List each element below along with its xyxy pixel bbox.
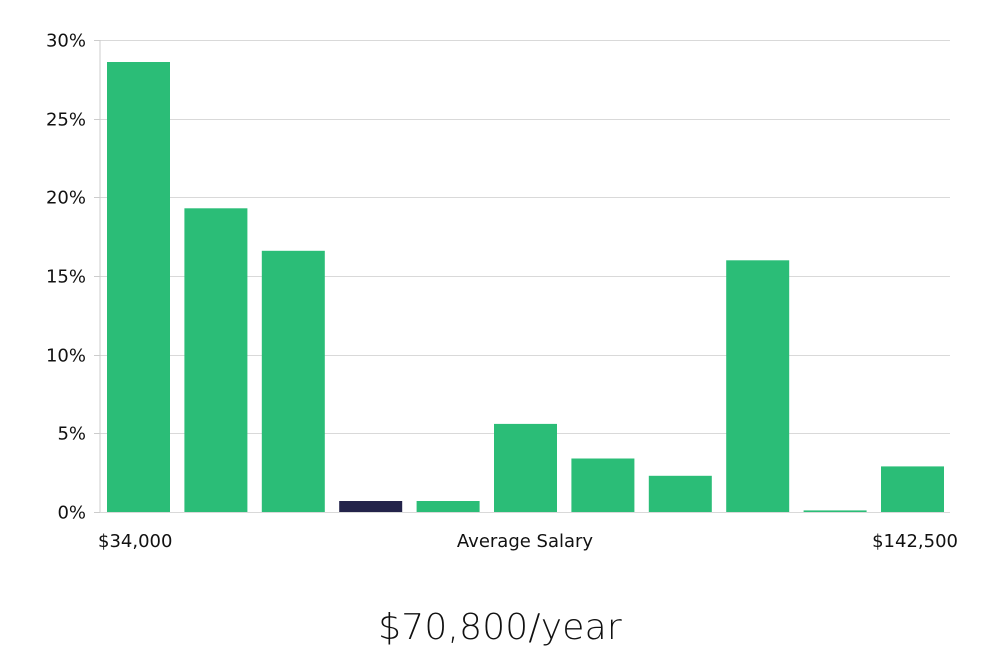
bar[interactable] <box>107 62 170 512</box>
x-max-label: $142,500 <box>872 531 958 552</box>
y-tick-label: 15% <box>46 267 86 288</box>
y-tick-label: 5% <box>57 424 86 445</box>
bar[interactable] <box>881 466 944 512</box>
bar[interactable] <box>261 250 325 513</box>
y-tick-label: 25% <box>46 110 86 131</box>
y-tick-label: 30% <box>46 31 86 52</box>
bar[interactable] <box>494 423 557 512</box>
bar[interactable] <box>648 475 712 512</box>
bar[interactable] <box>184 208 248 513</box>
x-axis: $34,000 Average Salary $142,500 <box>98 531 958 552</box>
x-min-label: $34,000 <box>98 531 172 552</box>
y-tick-label: 10% <box>46 346 86 367</box>
y-tick-label: 0% <box>57 503 86 524</box>
bar[interactable] <box>416 501 480 512</box>
bar[interactable] <box>726 260 790 512</box>
x-axis-title: Average Salary <box>457 531 594 552</box>
bar[interactable] <box>803 510 867 512</box>
bars <box>107 62 944 513</box>
bar[interactable] <box>571 458 635 513</box>
bar-highlighted[interactable] <box>339 501 403 512</box>
y-tick-label: 20% <box>46 188 86 209</box>
salary-histogram: 0% 5% 10% 15% 20% 25% 30% $34,000 Average Sala… <box>46 31 958 553</box>
y-axis: 0% 5% 10% 15% 20% 25% 30% <box>46 31 101 524</box>
average-salary-headline: $70,800/year <box>378 607 622 648</box>
